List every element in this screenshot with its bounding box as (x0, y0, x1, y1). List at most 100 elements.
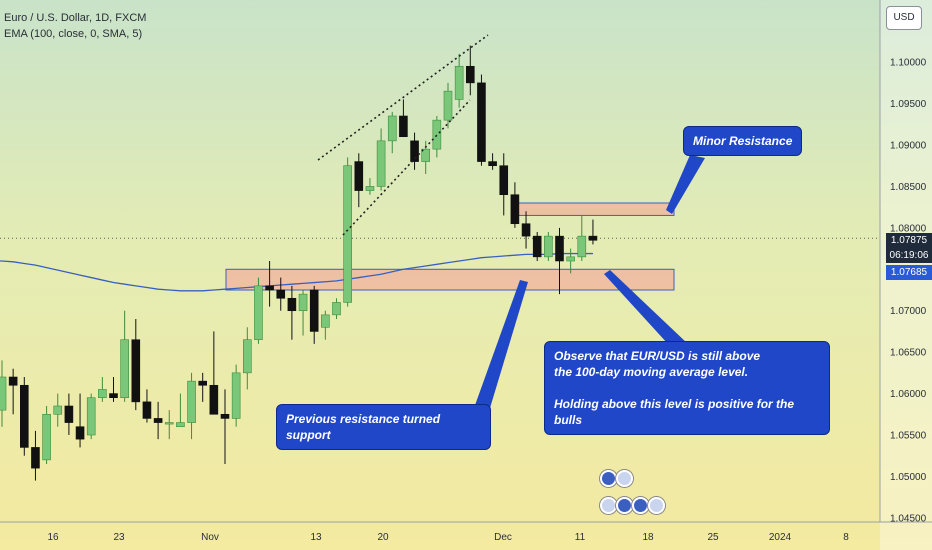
candle (86, 393, 96, 440)
candle-body (287, 297, 297, 312)
trend-drawings (317, 34, 705, 408)
candle (8, 368, 18, 415)
us-flag-icon[interactable] (648, 497, 665, 514)
candle (75, 393, 85, 448)
candle-body (131, 339, 141, 403)
minor-resistance-pointer (666, 155, 705, 214)
candle (399, 99, 408, 138)
candle (243, 327, 252, 390)
candle-body (421, 148, 431, 162)
candle (488, 153, 497, 170)
countdown-tag: 06:19:06 (886, 248, 932, 263)
candle-body (566, 256, 575, 262)
minor-resistance-callout[interactable]: Minor Resistance (683, 126, 803, 156)
candle-body (8, 376, 18, 386)
candle-body (75, 426, 85, 440)
x-tick-label: 18 (642, 532, 654, 543)
eu-flag-icon[interactable] (632, 497, 649, 514)
candle (164, 410, 174, 440)
candle (231, 364, 241, 427)
candle-body (98, 389, 107, 399)
candle (265, 261, 274, 307)
y-tick-label: 1.09500 (890, 99, 927, 110)
candle-body (521, 223, 531, 237)
candle (209, 331, 219, 415)
candle-body (532, 235, 542, 258)
us-flag-icon[interactable] (600, 497, 617, 514)
ema-callout-line-3: Holding above this level is positive for… (554, 397, 795, 427)
x-tick-label: 23 (113, 532, 125, 543)
resistance-zone[interactable] (513, 202, 675, 216)
support-zone[interactable] (225, 268, 675, 291)
price-zones (225, 202, 675, 291)
ema-layer (0, 252, 593, 292)
candle (287, 285, 297, 340)
candle-body (309, 289, 319, 332)
candle (465, 45, 475, 96)
candle (120, 310, 129, 402)
y-tick-label: 1.09000 (890, 141, 927, 152)
candle-body (321, 314, 330, 328)
x-tick-label: Nov (201, 532, 219, 543)
x-tick-label: Dec (494, 532, 512, 543)
ema-callout-line-2: the 100-day moving average level. (554, 365, 749, 379)
eu-flag-icon[interactable] (616, 497, 633, 514)
candle (142, 389, 152, 423)
candle-body (454, 65, 464, 100)
ema-callout[interactable]: Observe that EUR/USD is still above the … (544, 341, 830, 435)
candle (544, 232, 553, 261)
candle (343, 157, 352, 307)
x-tick-label: 13 (310, 532, 322, 543)
candle (566, 248, 575, 274)
candles (0, 45, 598, 481)
channel-upper-line[interactable] (317, 34, 489, 161)
candle-body (276, 289, 286, 299)
ema-value-tag: 1.07685 (886, 265, 932, 280)
candle-body (577, 235, 587, 258)
candle-body (220, 413, 230, 419)
candle-body (477, 82, 486, 162)
economic-event-icon[interactable] (600, 470, 617, 487)
candle-body (555, 235, 564, 262)
candle-body (19, 384, 29, 448)
candle-body (109, 393, 118, 399)
candle-body (443, 90, 453, 121)
candle (53, 393, 63, 427)
candle-body (198, 380, 207, 386)
candle (176, 393, 185, 428)
candle-body (164, 422, 174, 425)
candle (0, 360, 7, 427)
indicator-legend[interactable]: EMA (100, close, 0, SMA, 5) (4, 28, 143, 40)
symbol-legend[interactable]: Euro / U.S. Dollar, 1D, FXCM (4, 12, 147, 24)
candle (510, 182, 520, 228)
candle (477, 74, 486, 166)
candle (532, 232, 542, 261)
x-tick-label: 8 (843, 532, 849, 543)
support-callout[interactable]: Previous resistance turned support (276, 404, 491, 450)
candle-body (243, 339, 252, 374)
candle-body (354, 161, 364, 191)
candle (521, 211, 531, 249)
candle (220, 389, 230, 464)
ema-100-line (0, 252, 593, 292)
candle (432, 116, 442, 158)
candle-body (488, 161, 497, 167)
candle-body (410, 140, 419, 162)
candle (410, 132, 419, 170)
candle (499, 153, 509, 216)
x-tick-label: 16 (47, 532, 59, 543)
x-tick-label: 20 (377, 532, 389, 543)
candle-body (187, 380, 196, 423)
candle-body (544, 235, 553, 258)
candle (443, 82, 453, 129)
currency-button[interactable]: USD (886, 6, 922, 30)
y-tick-label: 1.08500 (890, 182, 927, 193)
candle-body (510, 194, 520, 225)
us-flag-icon[interactable] (616, 470, 633, 487)
channel-lower-line[interactable] (342, 99, 471, 236)
candle (187, 372, 196, 440)
candle (298, 290, 308, 336)
candle-body (332, 302, 341, 316)
candle-body (376, 140, 386, 187)
